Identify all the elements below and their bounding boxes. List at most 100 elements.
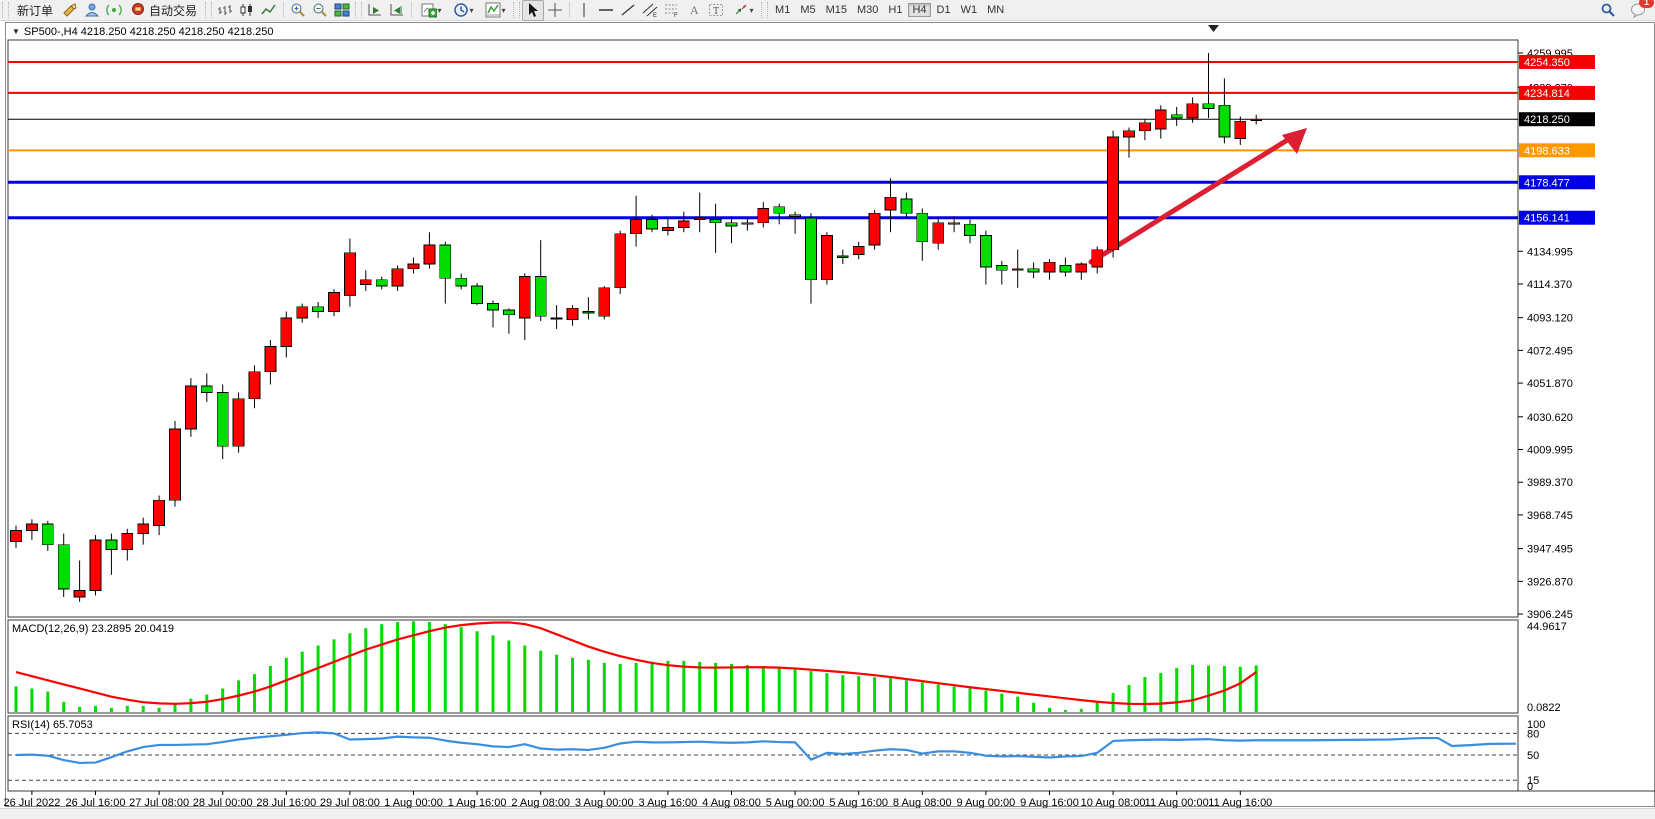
timeframe-h1[interactable]: H1 [888,3,903,16]
candle-body [757,208,770,224]
equidistant-channel-icon[interactable]: E [639,0,661,21]
timeframe-m1[interactable]: M1 [775,3,791,16]
candle-body [1011,268,1024,271]
community-icon[interactable] [81,0,103,21]
new-chart-icon[interactable]: ▾ [415,0,447,21]
candle-body [216,391,229,447]
x-tick-label: 5 Aug 16:00 [829,797,888,809]
price-badge[interactable] [1519,143,1595,158]
x-tick-label: 2 Aug 08:00 [511,797,570,809]
y-tick-label: 3906.245 [1527,609,1573,621]
zoom-out-icon[interactable] [309,0,331,21]
toolbar-grip[interactable] [761,2,769,18]
candle [312,301,325,318]
price-badge[interactable] [1519,112,1595,127]
crosshair-icon[interactable] [544,0,566,21]
autotrading-button[interactable]: 自动交易 [125,0,203,21]
candlestick-chart-icon[interactable] [236,0,258,21]
candle [391,265,404,291]
price-badge[interactable] [1519,85,1595,100]
x-tick-label: 5 Aug 00:00 [766,797,825,809]
chart-shift-icon[interactable] [386,0,408,21]
horizontal-line-icon[interactable] [595,0,617,21]
candle-body [1186,103,1199,119]
scroll-marker-icon[interactable] [1208,25,1219,32]
timeframe-m30[interactable]: M30 [857,3,879,16]
text-label-icon[interactable]: T [705,0,727,21]
rsi-line [15,731,1517,765]
timeframe-m5[interactable]: M5 [800,3,816,16]
candle [264,340,277,385]
arrows-shapes-icon[interactable]: ▾ [727,0,759,21]
candle-body [534,276,547,317]
notifications-icon[interactable]: 1 [1627,0,1654,21]
candle [1139,119,1151,141]
price-badge[interactable] [1519,210,1595,225]
fibonacci-icon[interactable]: F [661,0,683,21]
candle [518,273,531,341]
trendline-icon[interactable] [617,0,639,21]
toolbar-grip[interactable] [2,2,9,18]
candle [1107,130,1119,258]
indicators-icon[interactable]: ▾ [479,0,511,21]
candle [1027,262,1040,279]
x-tick-label: 26 Jul 2022 [3,797,60,809]
tile-windows-icon[interactable] [331,0,353,21]
candle-body [455,277,468,287]
price-badge-label: 4254.350 [1524,57,1570,69]
candle [89,535,102,596]
trend-arrow-head[interactable] [1282,128,1307,154]
toolbar-grip[interactable] [355,2,363,18]
zoom-in-icon[interactable] [287,0,309,21]
price-badge-label: 4198.633 [1524,145,1570,157]
trend-arrow[interactable] [1088,136,1292,265]
candle-body [518,276,531,319]
candle [121,528,134,561]
timeframe-m15[interactable]: M15 [825,3,847,16]
candle-body [821,234,833,281]
candle [725,216,738,244]
candle [1186,97,1199,123]
candle [328,289,340,317]
candle [375,276,388,290]
candle-body [41,523,54,546]
profiles-icon[interactable]: ▾ [447,0,479,21]
price-badge[interactable] [1519,175,1595,190]
candle [598,286,611,320]
price-badge[interactable] [1519,54,1595,69]
candle-body [980,234,992,268]
timeframe-h4[interactable]: H4 [908,2,931,17]
search-icon[interactable] [1597,0,1619,21]
candle [646,214,658,233]
candle [662,217,674,236]
rsi-axis-label: 15 [1527,775,1539,787]
candle-body [725,222,738,227]
timeframe-mn[interactable]: MN [987,3,1005,16]
timeframe-d1[interactable]: D1 [936,3,951,16]
candle-body [312,306,325,312]
macd-signal-line [15,621,1257,706]
candle [184,378,197,437]
auto-scroll-icon[interactable] [364,0,386,21]
text-icon[interactable]: A [683,0,705,21]
x-tick-label: 28 Jul 00:00 [193,797,253,809]
timeframe-w1[interactable]: W1 [960,3,978,16]
svg-text:A: A [690,3,699,17]
signals-icon[interactable] [103,0,125,21]
vertical-line-icon[interactable] [573,0,595,21]
candle-body [407,263,420,270]
candle-body [948,222,960,225]
alerts-icon[interactable] [59,0,81,21]
candle [1170,106,1183,126]
new-order-button[interactable]: 新订单 [11,0,59,21]
toolbar-grip[interactable] [513,2,521,18]
candle-body [677,220,690,228]
cursor-icon[interactable] [522,0,545,21]
collapse-arrow-icon[interactable]: ▼ [12,27,20,36]
bar-chart-icon[interactable] [214,0,236,21]
line-chart-icon[interactable] [258,0,280,21]
candle-body [73,590,86,598]
candle-body [153,499,166,527]
toolbar-grip[interactable] [205,2,213,18]
